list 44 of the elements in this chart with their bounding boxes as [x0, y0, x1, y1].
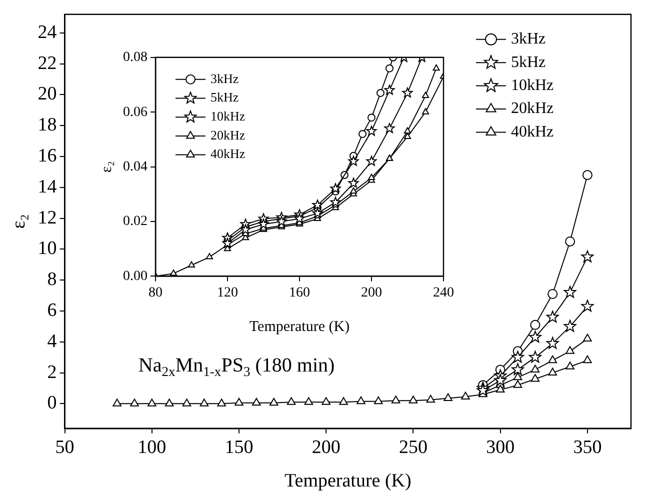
x-tick-label: 50 — [55, 436, 74, 458]
x-tick-label: 100 — [138, 436, 166, 458]
y-tick-label: 0.06 — [123, 104, 148, 120]
legend-label: 10kHz — [210, 108, 246, 124]
x-tick-label: 200 — [312, 436, 340, 458]
x-axis-title: Temperature (K) — [249, 318, 350, 335]
y-tick-label: 6 — [47, 300, 57, 321]
y-tick-label: 8 — [47, 269, 57, 290]
x-tick-label: 240 — [433, 285, 454, 300]
legend-label: 10kHz — [511, 77, 554, 94]
y-tick-label: 10 — [38, 238, 57, 260]
legend-label: 40kHz — [210, 146, 246, 162]
x-tick-label: 350 — [573, 436, 602, 458]
x-tick-label: 250 — [398, 436, 428, 458]
legend-label: 3kHz — [511, 30, 546, 48]
y-axis-title: ε₂ — [98, 161, 115, 173]
y-tick-label: 0 — [47, 392, 57, 414]
legend-label: 20kHz — [511, 100, 554, 118]
y-tick-label: 12 — [38, 207, 57, 228]
x-tick-label: 200 — [361, 285, 382, 300]
x-tick-label: 120 — [217, 285, 238, 300]
legend-label: 20kHz — [210, 127, 246, 142]
y-tick-label: 18 — [38, 114, 57, 136]
x-tick-label: 300 — [486, 436, 515, 458]
y-tick-label: 16 — [38, 146, 57, 167]
y-tick-label: 24 — [38, 22, 58, 43]
y-tick-label: 4 — [47, 330, 58, 352]
x-axis-title: Temperature (K) — [284, 470, 412, 492]
y-tick-label: 14 — [38, 176, 58, 198]
y-tick-label: 0.00 — [123, 268, 148, 284]
y-tick-label: 0.02 — [123, 214, 148, 230]
legend-label: 3kHz — [210, 70, 239, 86]
y-tick-label: 20 — [38, 84, 57, 105]
y-tick-label: 0.08 — [123, 50, 148, 66]
y-tick-label: 2 — [47, 362, 57, 383]
legend-label: 5kHz — [511, 54, 546, 71]
y-axis-title: ε₂ — [8, 214, 30, 229]
x-tick-label: 150 — [224, 436, 254, 458]
y-tick-label: 0.04 — [123, 159, 148, 174]
legend-label: 5kHz — [210, 90, 239, 105]
y-tick-label: 22 — [38, 52, 57, 74]
x-tick-label: 160 — [289, 285, 310, 300]
legend-label: 40kHz — [511, 123, 554, 140]
x-tick-label: 80 — [148, 285, 162, 300]
